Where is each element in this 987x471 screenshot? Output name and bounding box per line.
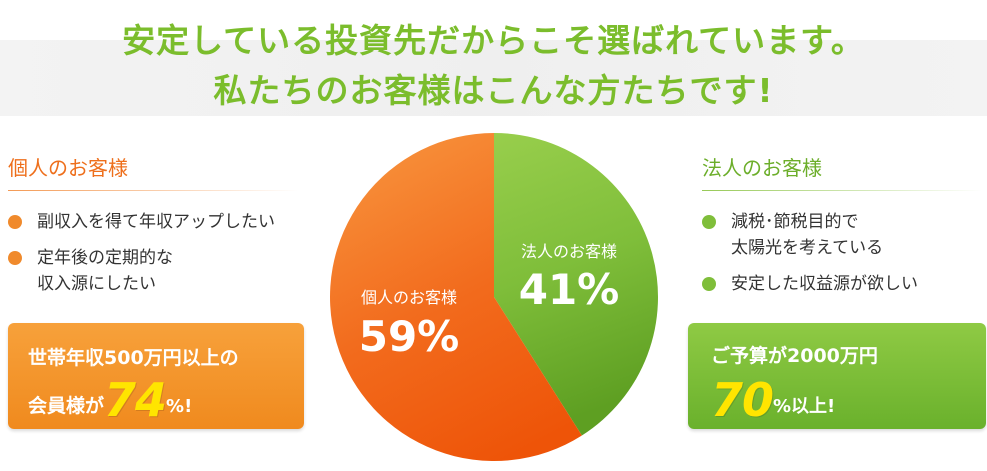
- corporate-section-title: 法人のお客様: [702, 156, 822, 180]
- corporate-highlight-suffix: %以上!: [773, 396, 836, 417]
- bullet-text: 減税･節税目的で 太陽光を考えている: [731, 212, 884, 258]
- individual-highlight-line2: 会員様が74%!: [28, 375, 192, 432]
- list-item: 減税･節税目的で 太陽光を考えている: [702, 209, 918, 261]
- individual-highlight-box: 世帯年収500万円以上の 会員様が74%!: [8, 323, 304, 429]
- individual-bullet-list: 副収入を得て年収アップしたい 定年後の定期的な 収入源にしたい: [8, 209, 275, 307]
- list-item: 定年後の定期的な 収入源にしたい: [8, 245, 275, 297]
- headline-line-1: 安定している投資先だからこそ選ばれています。: [122, 21, 865, 60]
- bullet-text: 副収入を得て年収アップしたい: [37, 212, 275, 232]
- individual-highlight-prefix: 会員様が: [28, 395, 105, 417]
- pie-slice-label: 法人のお客様: [521, 242, 617, 261]
- individual-highlight-suffix: %!: [166, 396, 193, 417]
- corporate-highlight-number: 70: [711, 373, 774, 427]
- corporate-highlight-box: ご予算が2000万円 70%以上!: [688, 323, 986, 429]
- bullet-dot-icon: [8, 215, 22, 229]
- list-item: 安定した収益源が欲しい: [702, 271, 918, 297]
- corporate-divider: [702, 190, 982, 191]
- bullet-dot-icon: [8, 251, 22, 265]
- individual-section-title: 個人のお客様: [8, 156, 128, 180]
- list-item: 副収入を得て年収アップしたい: [8, 209, 275, 235]
- bullet-text: 定年後の定期的な 収入源にしたい: [37, 248, 173, 294]
- pie-slice-percentage: 59%: [359, 312, 460, 361]
- individual-highlight-number: 74: [104, 373, 167, 427]
- bullet-dot-icon: [702, 277, 716, 291]
- pie-slice-percentage: 41%: [519, 265, 620, 314]
- bullet-dot-icon: [702, 215, 716, 229]
- corporate-highlight-line1: ご予算が2000万円: [711, 345, 878, 367]
- individual-divider: [8, 190, 298, 191]
- headline: 安定している投資先だからこそ選ばれています。 私たちのお客様はこんな方たちです!: [0, 16, 987, 116]
- corporate-bullet-list: 減税･節税目的で 太陽光を考えている 安定した収益源が欲しい: [702, 209, 918, 307]
- headline-band: [0, 40, 987, 116]
- pie-slice-corporate: [494, 133, 659, 436]
- corporate-highlight-line2: 70%以上!: [711, 375, 835, 432]
- pie-slice-label: 個人のお客様: [361, 288, 457, 307]
- individual-highlight-line1: 世帯年収500万円以上の: [28, 347, 239, 369]
- headline-line-2: 私たちのお客様はこんな方たちです!: [213, 71, 774, 110]
- pie-slice-individual: [330, 133, 582, 461]
- bullet-text: 安定した収益源が欲しい: [731, 274, 918, 294]
